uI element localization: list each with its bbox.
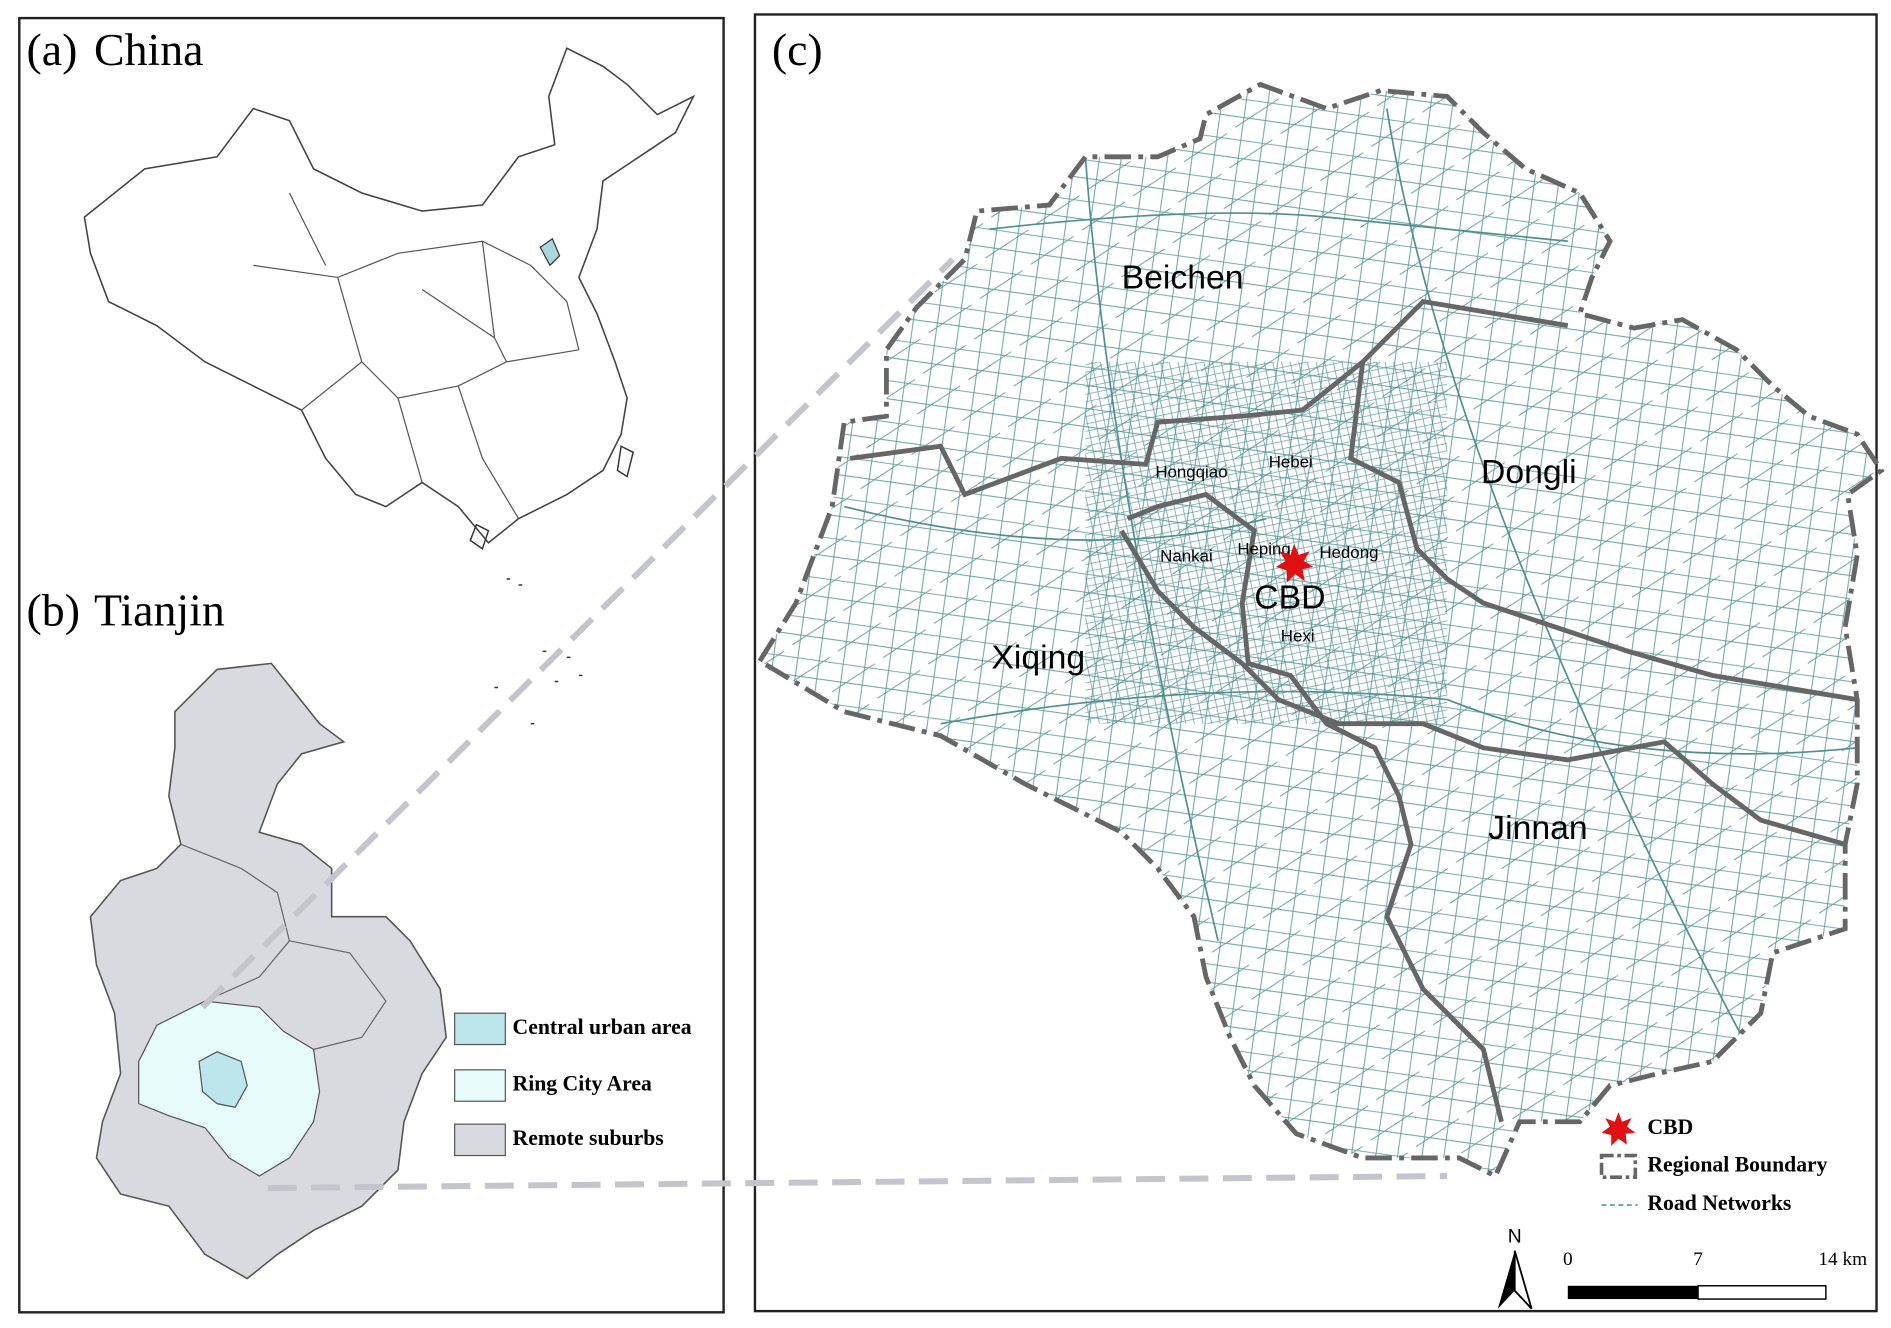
cbd-label: CBD [1254, 578, 1325, 616]
legend-symbol [1601, 1112, 1636, 1146]
road-networks [759, 84, 1882, 1177]
panel-label: (b) [27, 585, 80, 636]
scale-label: 0 [1563, 1249, 1573, 1270]
north-label: N [1508, 1227, 1522, 1248]
district-label: Dongli [1481, 453, 1577, 491]
scale-label: 14 km [1818, 1249, 1867, 1270]
legend-label: Central urban area [513, 1015, 692, 1039]
islands [469, 445, 634, 725]
north-arrow [1513, 1250, 1533, 1310]
main-road [843, 108, 1858, 1050]
legend-swatch [454, 1069, 506, 1102]
panel-label: (c) [772, 24, 823, 75]
panel-ab-frame [18, 16, 725, 1314]
legend-label: Ring City Area [513, 1072, 653, 1096]
panel-title: China [94, 24, 203, 75]
tianjin-location [539, 237, 561, 267]
legend-label: Road Networks [1647, 1191, 1791, 1215]
legend-label: Regional Boundary [1647, 1152, 1827, 1176]
central-urban-area [198, 1051, 248, 1108]
legend-label: Remote suburbs [513, 1126, 664, 1150]
scale-label: 7 [1693, 1249, 1703, 1270]
district-label: Nankai [1160, 547, 1213, 566]
connector-line [200, 257, 1448, 1192]
province-borders [253, 192, 580, 519]
legend-swatch [454, 1123, 506, 1157]
panel-label: (a) [27, 24, 78, 75]
road-grid-dense [1085, 361, 1448, 724]
district-label: Hongqiao [1155, 462, 1227, 481]
north-arrow [1497, 1250, 1515, 1309]
district-label: Hedong [1319, 543, 1378, 562]
regional-boundary [756, 81, 1885, 1180]
district-borders [180, 843, 387, 1050]
legend-symbol [1599, 1153, 1638, 1180]
panel-title: Tianjin [94, 585, 225, 636]
district-label: Jinnan [1488, 809, 1587, 847]
china-outline [83, 47, 696, 544]
district-label: Xiqing [991, 639, 1085, 677]
district-label: Beichen [1122, 259, 1244, 297]
legend-label: CBD [1647, 1115, 1693, 1139]
district-boundary [849, 298, 1858, 1123]
district-label: Hebei [1269, 453, 1313, 472]
cbd-marker [1275, 543, 1314, 583]
legend-swatch [454, 1012, 506, 1046]
scale-bar [1567, 1285, 1699, 1300]
panel-c-frame [753, 13, 1878, 1313]
district-label: Heping [1237, 539, 1290, 558]
district-label: Hexi [1281, 626, 1315, 645]
scale-bar [1697, 1285, 1827, 1300]
